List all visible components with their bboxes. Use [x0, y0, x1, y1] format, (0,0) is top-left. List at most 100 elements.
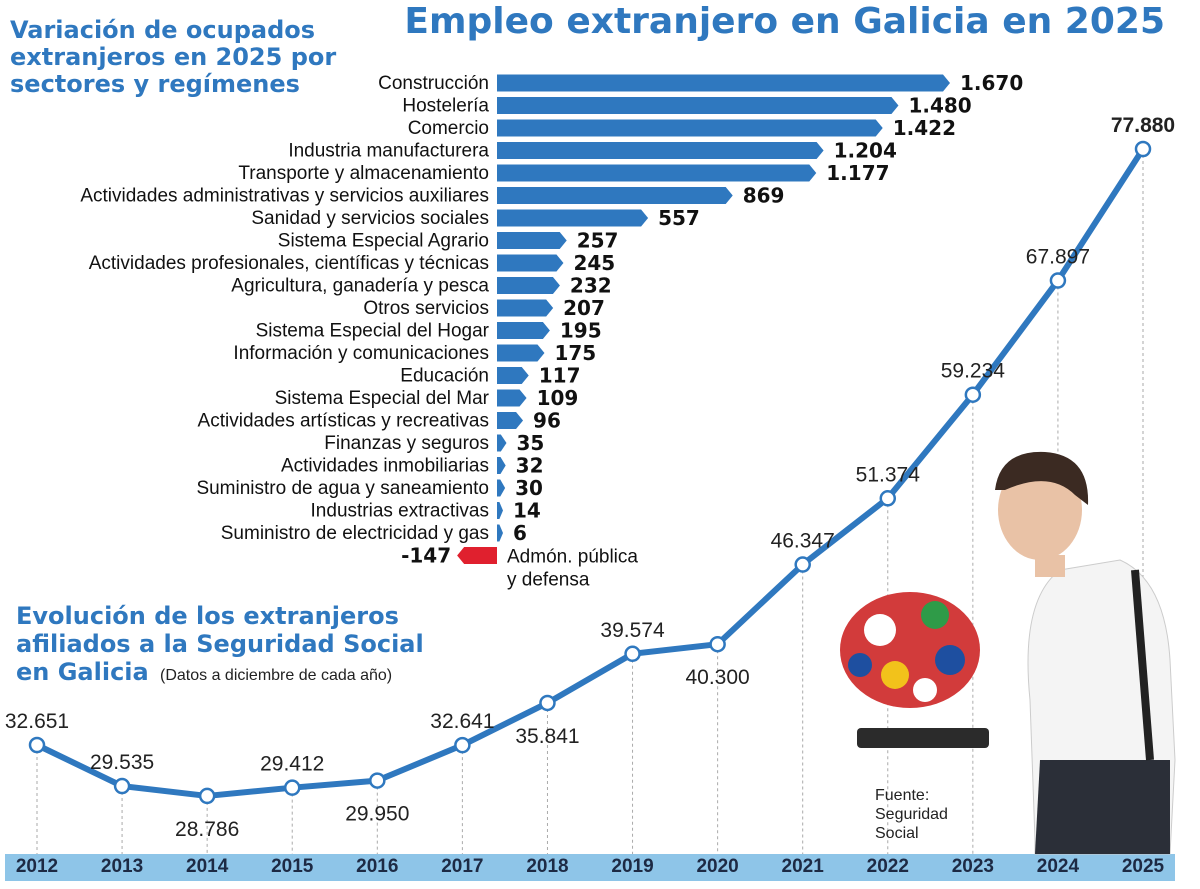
x-tick-label: 2022 [867, 856, 909, 877]
bar [497, 232, 567, 249]
bar-category-label: Sanidad y servicios sociales [251, 208, 489, 229]
line-chart: 2012 2013 2014 2015 2016 2017 2018 2019 2020 2021… [5, 114, 1175, 877]
x-tick-label: 2016 [356, 856, 398, 877]
data-point [964, 386, 982, 403]
bar [497, 344, 545, 362]
bar-category-label: Información y comunicaciones [233, 343, 489, 364]
bar-title-line: sectores y regímenes [10, 70, 300, 98]
data-point [454, 736, 471, 754]
bar-value-label: 1.670 [960, 71, 1023, 95]
x-tick-label: 2024 [1037, 856, 1080, 877]
bar [497, 389, 527, 407]
data-point [539, 694, 556, 712]
source-line: Fuente: [875, 787, 929, 804]
x-tick-label: 2025 [1122, 856, 1165, 877]
bar-category-label: Agricultura, ganadería y pesca [231, 276, 489, 297]
bar-title-line: extranjeros en 2025 por [10, 43, 336, 71]
source-line: Seguridad [875, 806, 948, 823]
bar-value-label: 32 [516, 454, 544, 478]
data-point [709, 635, 726, 653]
x-tick-label: 2017 [441, 856, 483, 877]
bar [497, 524, 503, 542]
bar [497, 209, 649, 227]
bar-title-line: Variación de ocupados [10, 16, 315, 44]
bar-category-label: Transporte y almacenamiento [238, 163, 489, 184]
bar-value-label: 175 [554, 341, 596, 365]
bar [497, 254, 564, 272]
bar-value-label: 195 [560, 319, 602, 343]
bar [497, 457, 506, 474]
bar [497, 322, 550, 339]
x-tick-label: 2014 [186, 856, 229, 877]
x-axis-band [5, 854, 1175, 881]
bar-category-label: Suministro de electricidad y gas [221, 523, 489, 544]
source-note: Fuente: Seguridad Social [875, 787, 948, 842]
bar [497, 97, 899, 114]
bar-category-label: Educación [400, 366, 489, 387]
waiter-illustration [840, 451, 1176, 855]
bar-category-label: Otros servicios [363, 298, 489, 319]
data-label: 40.300 [685, 666, 749, 689]
data-point [624, 645, 641, 663]
bar-value-label: -147 [401, 544, 451, 568]
bar-value-label: 96 [533, 409, 561, 433]
bar-category-label: Construcción [378, 73, 489, 94]
series-line [35, 147, 1146, 799]
source-line: Social [875, 825, 919, 842]
data-point [1049, 272, 1067, 289]
x-tick-label: 2021 [782, 856, 825, 877]
bar-value-label: 232 [570, 274, 612, 298]
bar [497, 412, 524, 429]
x-tick-label: 2023 [952, 856, 994, 877]
bar-value-label: 35 [516, 431, 544, 455]
x-tick-label: 2020 [696, 856, 738, 877]
bar-negative [457, 547, 497, 564]
bar [497, 434, 507, 452]
line-title-line: afiliados a la Seguridad Social [16, 630, 424, 658]
bar [497, 74, 950, 92]
bar [497, 142, 824, 159]
bar-value-label: 557 [658, 206, 700, 230]
bar-category-label: Actividades profesionales, científicas y… [89, 253, 489, 274]
data-point [198, 787, 216, 805]
bar-value-label: 30 [515, 476, 543, 500]
bar-value-label: 257 [577, 229, 619, 253]
data-point [794, 556, 811, 573]
data-label: 51.374 [856, 463, 921, 486]
bar-value-label: 6 [513, 521, 527, 545]
data-label: 77.880 [1111, 114, 1175, 137]
x-tick-label: 2015 [271, 856, 314, 877]
bar [497, 187, 733, 204]
bar-value-label: 1.422 [893, 116, 956, 140]
line-title-line: Evolución de los extranjeros [16, 602, 399, 630]
data-label: 29.535 [90, 751, 154, 774]
x-tick-label: 2018 [526, 856, 568, 877]
bar [497, 367, 529, 384]
bar-category-label: Finanzas y seguros [324, 433, 489, 454]
data-label: 32.641 [430, 710, 494, 733]
line-chart-subtitle: (Datos a diciembre de cada año) [160, 667, 392, 684]
data-label: 67.897 [1026, 246, 1090, 269]
bar-category-label: Sistema Especial del Mar [275, 388, 490, 409]
bar-category-label: Actividades artísticas y recreativas [198, 411, 489, 432]
bar-category-label: Industrias extractivas [311, 501, 489, 522]
data-point [1134, 140, 1152, 158]
bar-category-label: Hostelería [402, 96, 489, 117]
x-tick-label: 2012 [16, 856, 58, 877]
data-label: 46.347 [771, 530, 835, 553]
bar-value-label: 109 [537, 386, 579, 410]
bar-category-label: Suministro de agua y saneamiento [196, 478, 489, 499]
data-label: 28.786 [175, 818, 239, 841]
bar-value-label: 14 [513, 499, 541, 523]
line-title-line: en Galicia [16, 658, 149, 686]
bar-category-label: Sistema Especial Agrario [278, 231, 489, 252]
bar-value-label: 117 [539, 364, 581, 388]
bar-value-label: 1.480 [908, 94, 971, 118]
bar-category-label: Actividades inmobiliarias [281, 456, 489, 477]
bar-value-label: 1.177 [826, 161, 889, 185]
data-label: 59.234 [941, 360, 1006, 383]
data-label: 29.950 [345, 803, 409, 826]
bar [497, 164, 817, 182]
